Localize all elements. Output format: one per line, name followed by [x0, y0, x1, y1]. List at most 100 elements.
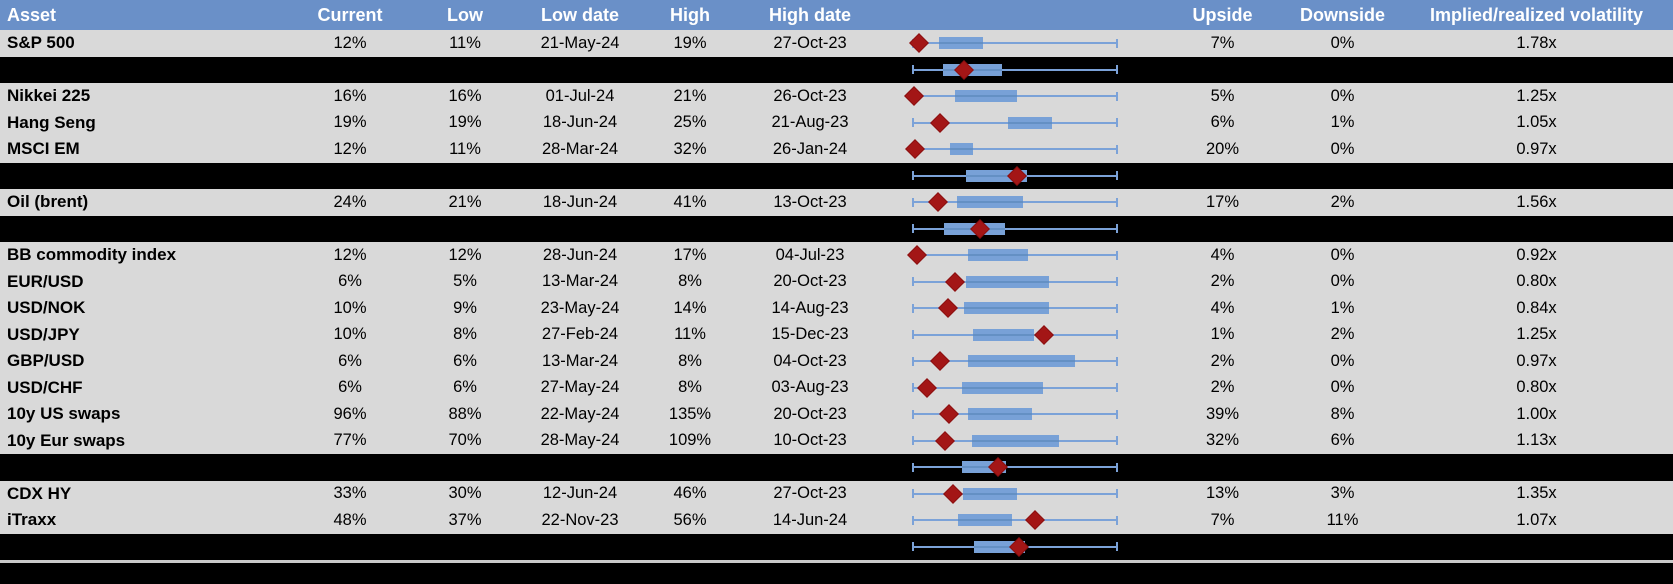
current-value: 12% — [333, 139, 367, 158]
row-10y-us-swaps: 10y US swaps 96% 88% 22-May-24 135% 20-Oct-23… — [0, 401, 1673, 428]
header-row: Asset Current Low Low date High High dat… — [0, 0, 1673, 30]
boxplot-track — [912, 269, 1118, 296]
boxplot-track — [912, 375, 1118, 402]
current-level-diamond-marker — [938, 404, 959, 425]
low-value: 16% — [448, 86, 482, 105]
implied-realized-vol-value — [1400, 163, 1673, 190]
low-value: 30% — [448, 484, 482, 503]
whisker-cap-right — [1116, 515, 1118, 525]
high-value — [640, 216, 740, 243]
boxplot-track — [912, 401, 1118, 428]
downside-value — [1285, 57, 1400, 84]
range-plot-cell — [880, 57, 1160, 84]
current-level-diamond-marker — [943, 483, 963, 504]
whisker-cap-right — [1116, 542, 1118, 552]
current-value: 6% — [338, 272, 362, 291]
low-date-value: 27-Feb-24 — [541, 325, 619, 344]
boxplot-track — [912, 322, 1118, 349]
whisker-cap-right — [1116, 224, 1118, 234]
whisker-cap-right — [1116, 330, 1118, 340]
low-date-value: 12-Jun-24 — [542, 484, 618, 503]
range-box — [968, 249, 1029, 262]
high-value: 41% — [673, 192, 707, 211]
high-value: 11% — [674, 325, 706, 344]
range-plot-cell — [880, 348, 1160, 375]
implied-realized-vol-value — [1400, 454, 1673, 481]
high-value — [640, 534, 740, 561]
current-level-diamond-marker — [935, 430, 955, 451]
range-box — [968, 408, 1032, 421]
asset-name: Oil (brent) — [7, 192, 89, 212]
implied-realized-vol-value: 0.97x — [1516, 139, 1557, 158]
current-value: 16% — [333, 86, 367, 105]
low-value: 21% — [448, 192, 482, 211]
range-box — [957, 196, 1023, 209]
asset-name: S&P 500 — [7, 33, 75, 53]
separator-row-19 — [0, 533, 1673, 561]
high-date-value — [740, 57, 880, 84]
row-eur-usd: EUR/USD 6% 5% 13-Mar-24 8% 20-Oct-23 2% 0% 0.80x — [0, 268, 1673, 296]
implied-realized-vol-value: 1.05x — [1516, 113, 1557, 132]
row-usd-chf: USD/CHF 6% 6% 27-May-24 8% 03-Aug-23 2% 0% 0.80x — [0, 374, 1673, 402]
range-plot-cell — [880, 242, 1160, 269]
current-value: 19% — [333, 113, 367, 132]
upside-value: 2% — [1210, 351, 1235, 370]
upside-value: 17% — [1205, 192, 1240, 211]
current-level-diamond-marker — [1033, 324, 1054, 345]
high-value: 8% — [678, 351, 702, 370]
range-plot-cell — [880, 534, 1160, 561]
low-date-value: 18-Jun-24 — [542, 192, 618, 211]
whisker-cap-right — [1116, 277, 1118, 287]
whisker-cap-left — [912, 65, 914, 75]
range-box — [949, 143, 973, 156]
boxplot-track — [912, 507, 1118, 534]
high-value: 21% — [673, 86, 707, 105]
range-plot-cell — [880, 110, 1160, 137]
upside-value — [1160, 216, 1285, 243]
current-level-diamond-marker — [904, 86, 924, 107]
implied-realized-vol-value: 1.07x — [1516, 510, 1557, 529]
whisker-cap-right — [1116, 91, 1118, 101]
current-level-diamond-marker — [938, 298, 958, 319]
current-value — [290, 534, 410, 561]
whisker-cap-left — [912, 303, 914, 313]
low-date-value — [520, 454, 640, 481]
col-header-low-date: Low date — [540, 4, 619, 25]
low-date-value: 21-May-24 — [540, 33, 620, 52]
low-date-value: 28-May-24 — [540, 431, 620, 450]
upside-value: 32% — [1205, 431, 1240, 450]
high-value — [640, 57, 740, 84]
whisker-cap-left — [912, 436, 914, 446]
range-box — [962, 487, 1018, 500]
whisker-cap-left — [912, 277, 914, 287]
high-date-value: 15-Dec-23 — [771, 325, 849, 344]
boxplot-track — [912, 57, 1118, 84]
downside-value — [1285, 534, 1400, 561]
col-header-low: Low — [447, 4, 483, 25]
implied-realized-vol-value — [1400, 534, 1673, 561]
col-header-current: Current — [317, 4, 383, 25]
low-value: 5% — [453, 272, 477, 291]
low-date-value — [520, 216, 640, 243]
high-value: 8% — [678, 378, 702, 397]
range-plot-cell — [880, 507, 1160, 534]
high-date-value: 20-Oct-23 — [773, 404, 847, 423]
downside-value: 1% — [1330, 113, 1355, 132]
col-header-upside: Upside — [1192, 4, 1253, 25]
upside-value: 2% — [1210, 378, 1235, 397]
range-box — [973, 328, 1035, 341]
asset-name: USD/JPY — [7, 324, 80, 344]
asset-name: USD/CHF — [7, 377, 83, 397]
low-value: 6% — [453, 378, 477, 397]
downside-value: 1% — [1330, 298, 1355, 317]
whisker-cap-left — [912, 462, 914, 472]
row-msci-em: MSCI EM 12% 11% 28-Mar-24 32% 26-Jan-24 20% 0% 0… — [0, 136, 1673, 163]
current-value — [290, 216, 410, 243]
current-level-diamond-marker — [1025, 510, 1046, 531]
high-date-value: 26-Oct-23 — [773, 86, 847, 105]
low-date-value: 23-May-24 — [540, 298, 620, 317]
range-plot-cell — [880, 295, 1160, 322]
low-date-value: 22-May-24 — [540, 404, 620, 423]
whisker-cap-left — [912, 197, 914, 207]
upside-value — [1160, 163, 1285, 190]
